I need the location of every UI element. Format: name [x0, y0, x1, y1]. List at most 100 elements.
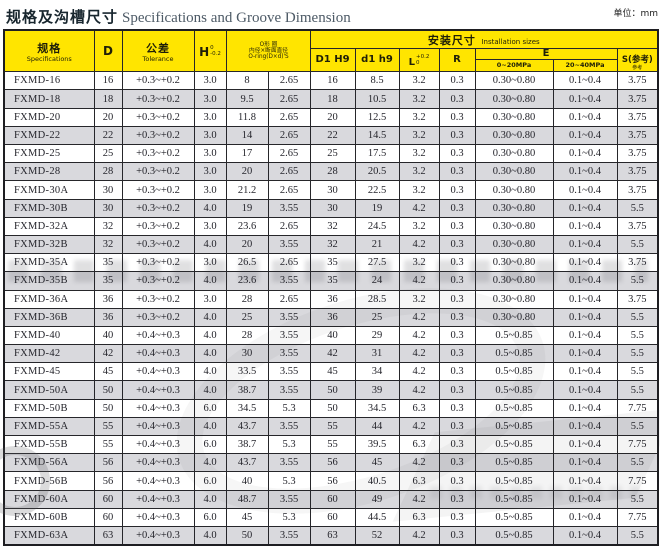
value-cell: 26.5: [225, 253, 269, 273]
value-cell: 0.1~0.4: [552, 362, 618, 382]
table-row: FXMD-42 42 +0.4~+0.3 4.0 30 3.55 42 31 4.2 0.3 0.5…: [3, 344, 659, 364]
value-cell: 43.7: [225, 416, 269, 437]
value-cell: 24.5: [354, 216, 400, 236]
value-cell: 4.2: [398, 453, 440, 473]
value-cell: 3.0: [193, 180, 227, 200]
value-cell: 20: [93, 107, 123, 127]
value-cell: 25: [354, 307, 400, 327]
value-cell: 5.3: [267, 435, 311, 455]
table-row: FXMD-32A 32 +0.3~+0.2 3.0 23.6 2.65 32 24.5 3.2 0…: [3, 216, 659, 236]
value-cell: 29: [354, 325, 400, 346]
value-cell: +0.4~+0.3: [121, 471, 195, 491]
value-cell: 2.65: [267, 107, 311, 127]
value-cell: 60: [93, 489, 123, 509]
value-cell: 3.55: [267, 307, 311, 327]
value-cell: 0.3: [438, 471, 476, 491]
value-cell: 0.5~0.85: [474, 325, 554, 346]
value-cell: 0.3: [438, 107, 476, 127]
value-cell: 17.5: [354, 144, 400, 164]
value-cell: 5.3: [267, 398, 311, 418]
table-row: FXMD-30B 30 +0.3~+0.2 4.0 19 3.55 30 19 4.2 0.3 0.…: [3, 198, 659, 218]
spec-table: 规格 Specifications D 公差 Tolerance H 0 -0.2 …: [3, 29, 660, 547]
value-cell: 32: [309, 216, 356, 236]
value-cell: 4.0: [193, 198, 227, 218]
value-cell: 43.7: [225, 453, 269, 473]
value-cell: 36: [309, 307, 356, 327]
value-cell: 0.1~0.4: [552, 344, 618, 364]
value-cell: 56: [309, 471, 356, 491]
col-head-tolerance: 公差 Tolerance: [121, 29, 195, 73]
value-cell: 25: [93, 144, 123, 164]
col-head-spec: 规格 Specifications: [3, 29, 95, 73]
value-cell: +0.4~+0.3: [121, 507, 195, 527]
value-cell: 0.1~0.4: [552, 435, 618, 455]
value-cell: 2.65: [267, 289, 311, 309]
value-cell: 5.5: [616, 325, 659, 346]
value-cell: 4.2: [398, 325, 440, 346]
value-cell: 0.1~0.4: [552, 507, 618, 527]
value-cell: 31: [354, 344, 400, 364]
col-head-h: H 0 -0.2: [193, 29, 227, 73]
oring-line1: O形 圈: [259, 40, 277, 48]
spec-cell: FXMD-25: [3, 144, 95, 164]
value-cell: 63: [309, 525, 356, 546]
value-cell: 0.5~0.85: [474, 398, 554, 418]
value-cell: 0.1~0.4: [552, 234, 618, 255]
value-cell: 33.5: [225, 362, 269, 382]
value-cell: 8: [225, 71, 269, 91]
value-cell: 6.0: [193, 435, 227, 455]
table-row: FXMD-55A 55 +0.4~+0.3 4.0 43.7 3.55 55 44 4.2 0.3…: [3, 416, 659, 437]
value-cell: 60: [309, 507, 356, 527]
value-cell: 3.2: [398, 289, 440, 309]
spec-cell: FXMD-60B: [3, 507, 95, 527]
value-cell: 35: [93, 271, 123, 291]
h-sup: 0: [210, 45, 214, 52]
value-cell: 0.3: [438, 307, 476, 327]
value-cell: 0.5~0.85: [474, 380, 554, 400]
value-cell: 4.0: [193, 525, 227, 546]
table-row: FXMD-56B 56 +0.4~+0.3 6.0 40 5.3 56 40.5 6.3 0.3 0…: [3, 471, 659, 491]
value-cell: 0.3: [438, 216, 476, 236]
value-cell: +0.3~+0.2: [121, 234, 195, 255]
table-row: FXMD-18 18 +0.3~+0.2 3.0 9.5 2.65 18 10.5 3.2 0.3…: [3, 89, 659, 109]
value-cell: +0.3~+0.2: [121, 216, 195, 236]
col-head-l: L +0.2 0: [398, 47, 440, 73]
value-cell: 0.1~0.4: [552, 398, 618, 418]
value-cell: 7.75: [616, 507, 659, 527]
value-cell: 3.55: [267, 525, 311, 546]
value-cell: 0.1~0.4: [552, 416, 618, 437]
spec-cell: FXMD-55A: [3, 416, 95, 437]
value-cell: 3.0: [193, 107, 227, 127]
spec-cell: FXMD-35B: [3, 271, 95, 291]
col-head-e: E: [474, 47, 618, 61]
value-cell: +0.3~+0.2: [121, 162, 195, 182]
value-cell: 0.5~0.85: [474, 489, 554, 509]
value-cell: 0.1~0.4: [552, 180, 618, 200]
value-cell: 22: [93, 125, 123, 146]
value-cell: +0.4~+0.3: [121, 398, 195, 418]
value-cell: 45: [309, 362, 356, 382]
col-head-tol-en: Tolerance: [142, 55, 174, 64]
value-cell: 5.5: [616, 307, 659, 327]
table-row: FXMD-56A 56 +0.4~+0.3 4.0 43.7 3.55 56 45 4.2 0.3…: [3, 453, 659, 473]
value-cell: 35: [309, 271, 356, 291]
value-cell: 50: [93, 398, 123, 418]
value-cell: 4.0: [193, 380, 227, 400]
spec-cell: FXMD-22: [3, 125, 95, 146]
value-cell: 0.1~0.4: [552, 125, 618, 146]
value-cell: 0.3: [438, 125, 476, 146]
value-cell: 25: [309, 144, 356, 164]
value-cell: 35: [93, 253, 123, 273]
spec-cell: FXMD-18: [3, 89, 95, 109]
value-cell: 45: [354, 453, 400, 473]
value-cell: 0.5~0.85: [474, 471, 554, 491]
value-cell: 22: [309, 125, 356, 146]
value-cell: 6.0: [193, 471, 227, 491]
value-cell: 3.0: [193, 89, 227, 109]
value-cell: 27.5: [354, 253, 400, 273]
value-cell: 0.30~0.80: [474, 107, 554, 127]
value-cell: +0.4~+0.3: [121, 416, 195, 437]
value-cell: 0.1~0.4: [552, 307, 618, 327]
value-cell: +0.3~+0.2: [121, 180, 195, 200]
value-cell: 0.1~0.4: [552, 453, 618, 473]
